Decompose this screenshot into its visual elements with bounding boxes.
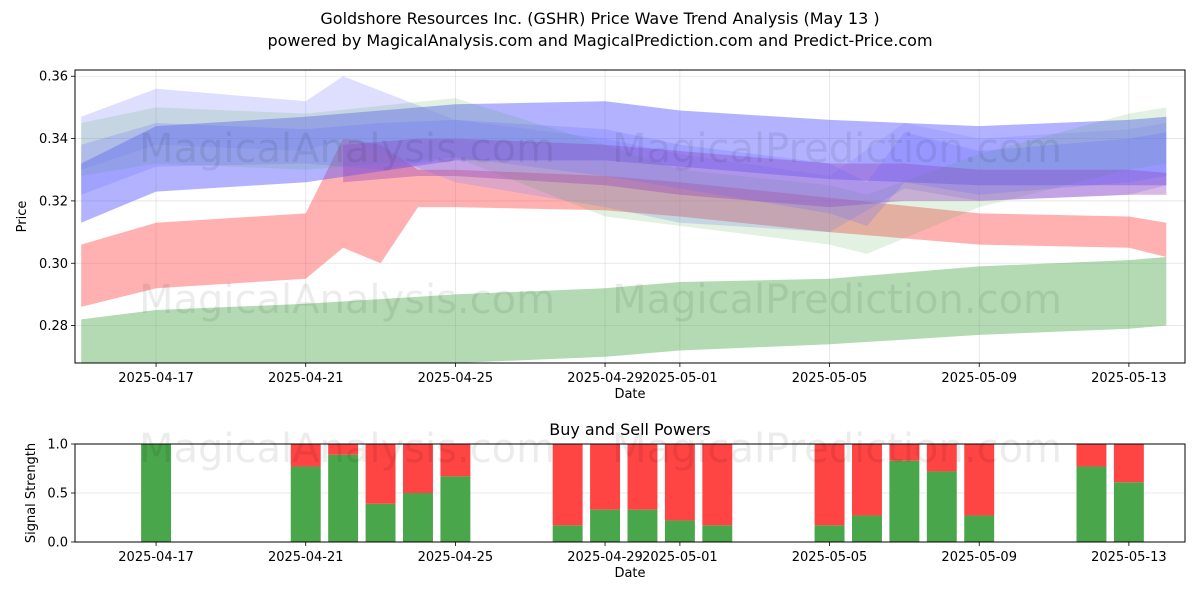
- price-bands: [81, 76, 1167, 363]
- y-tick-label: 0.28: [39, 319, 68, 334]
- x-tick-label: 2025-05-01: [642, 371, 718, 386]
- x-tick-label: 2025-05-09: [941, 550, 1017, 565]
- axis-labels: Date Price Date Signal Strength Buy and Sell…: [15, 201, 711, 581]
- buy-bar: [852, 515, 882, 542]
- price-band: [81, 98, 1167, 254]
- y-axis-label: Signal Strength: [24, 443, 39, 543]
- x-tick-label: 2025-05-09: [941, 371, 1017, 386]
- sell-bar: [440, 444, 471, 477]
- x-tick-label: 2025-05-01: [642, 550, 718, 565]
- y-tick-label: 1.0: [47, 438, 68, 453]
- x-tick-label: 2025-04-29: [567, 371, 643, 386]
- watermark-text: MagicalAnalysis.com: [139, 426, 555, 472]
- sell-bar: [365, 444, 396, 504]
- x-tick-label: 2025-05-13: [1091, 371, 1167, 386]
- buy-bar: [1113, 482, 1144, 542]
- y-tick-label: 0.0: [47, 536, 68, 551]
- price-band: [81, 119, 1167, 226]
- sell-bar: [1076, 444, 1107, 467]
- sell-bar: [889, 444, 920, 461]
- buy-bar: [814, 525, 845, 542]
- price-band: [81, 76, 1167, 233]
- x-axis-label: Date: [614, 387, 645, 402]
- y-tick-label: 0.34: [39, 132, 68, 147]
- x-axis-label: Date: [614, 566, 645, 581]
- buy-bar: [590, 509, 621, 542]
- buy-bar: [365, 503, 396, 542]
- sell-bar: [403, 444, 433, 493]
- x-tick-label: 2025-04-21: [268, 550, 344, 565]
- x-tick-label: 2025-04-29: [567, 550, 643, 565]
- sell-bar: [1113, 444, 1144, 483]
- axis-ticks: 2025-04-17 2025-04-21 2025-04-25 2025-04-29…: [39, 70, 1167, 565]
- signal-chart-title: Buy and Sell Powers: [549, 420, 711, 439]
- buy-bar: [664, 520, 695, 542]
- price-band: [343, 138, 1167, 208]
- sell-bar: [627, 444, 658, 510]
- chart-title: Goldshore Resources Inc. (GSHR) Price Wa…: [320, 9, 880, 28]
- sell-bar: [590, 444, 621, 510]
- buy-bar: [403, 493, 433, 542]
- y-tick-label: 0.32: [39, 194, 68, 209]
- price-grid: [75, 70, 1185, 363]
- watermark-text: MagicalAnalysis.com: [139, 126, 555, 172]
- sell-bar: [552, 444, 583, 526]
- x-tick-label: 2025-04-17: [118, 371, 194, 386]
- watermark-text: MagicalPrediction.com: [612, 277, 1062, 323]
- watermarks: MagicalAnalysis.com MagicalPrediction.com…: [139, 126, 1062, 472]
- sell-bar: [290, 444, 321, 467]
- chart-subtitle: powered by MagicalAnalysis.com and Magic…: [267, 31, 933, 50]
- buy-bar: [926, 471, 957, 542]
- sell-bar: [702, 444, 733, 526]
- watermark-text: MagicalPrediction.com: [612, 426, 1062, 472]
- x-tick-label: 2025-05-13: [1091, 550, 1167, 565]
- sell-bar: [852, 444, 882, 516]
- watermark-text: MagicalPrediction.com: [612, 126, 1062, 172]
- price-band: [81, 101, 1167, 223]
- x-tick-label: 2025-04-17: [118, 550, 194, 565]
- x-tick-label: 2025-04-25: [418, 550, 494, 565]
- watermark-text: MagicalAnalysis.com: [139, 277, 555, 323]
- axes-frame: [74, 69, 1186, 364]
- buy-bar: [627, 509, 658, 542]
- buy-bar: [141, 444, 172, 542]
- sell-bar: [814, 444, 845, 526]
- buy-bar: [1076, 466, 1107, 542]
- x-tick-label: 2025-05-05: [792, 550, 868, 565]
- buy-bar: [328, 454, 359, 542]
- buy-bar: [889, 460, 920, 542]
- sell-bar: [926, 444, 957, 472]
- y-axis-label: Price: [15, 201, 30, 233]
- price-band: [81, 138, 1167, 307]
- sell-bar: [964, 444, 995, 516]
- x-tick-label: 2025-05-05: [792, 371, 868, 386]
- buy-bar: [964, 515, 995, 542]
- buy-bar: [290, 466, 321, 542]
- x-tick-label: 2025-04-21: [268, 371, 344, 386]
- y-tick-label: 0.30: [39, 257, 68, 272]
- buy-bar: [552, 525, 583, 542]
- price-band: [81, 257, 1167, 363]
- buy-bar: [440, 476, 471, 542]
- sell-bar: [664, 444, 695, 521]
- y-tick-label: 0.5: [47, 487, 68, 502]
- signal-bars: [141, 444, 1144, 542]
- sell-bar: [328, 444, 359, 455]
- x-tick-label: 2025-04-25: [418, 371, 494, 386]
- y-tick-label: 0.36: [39, 70, 68, 85]
- buy-bar: [702, 525, 733, 542]
